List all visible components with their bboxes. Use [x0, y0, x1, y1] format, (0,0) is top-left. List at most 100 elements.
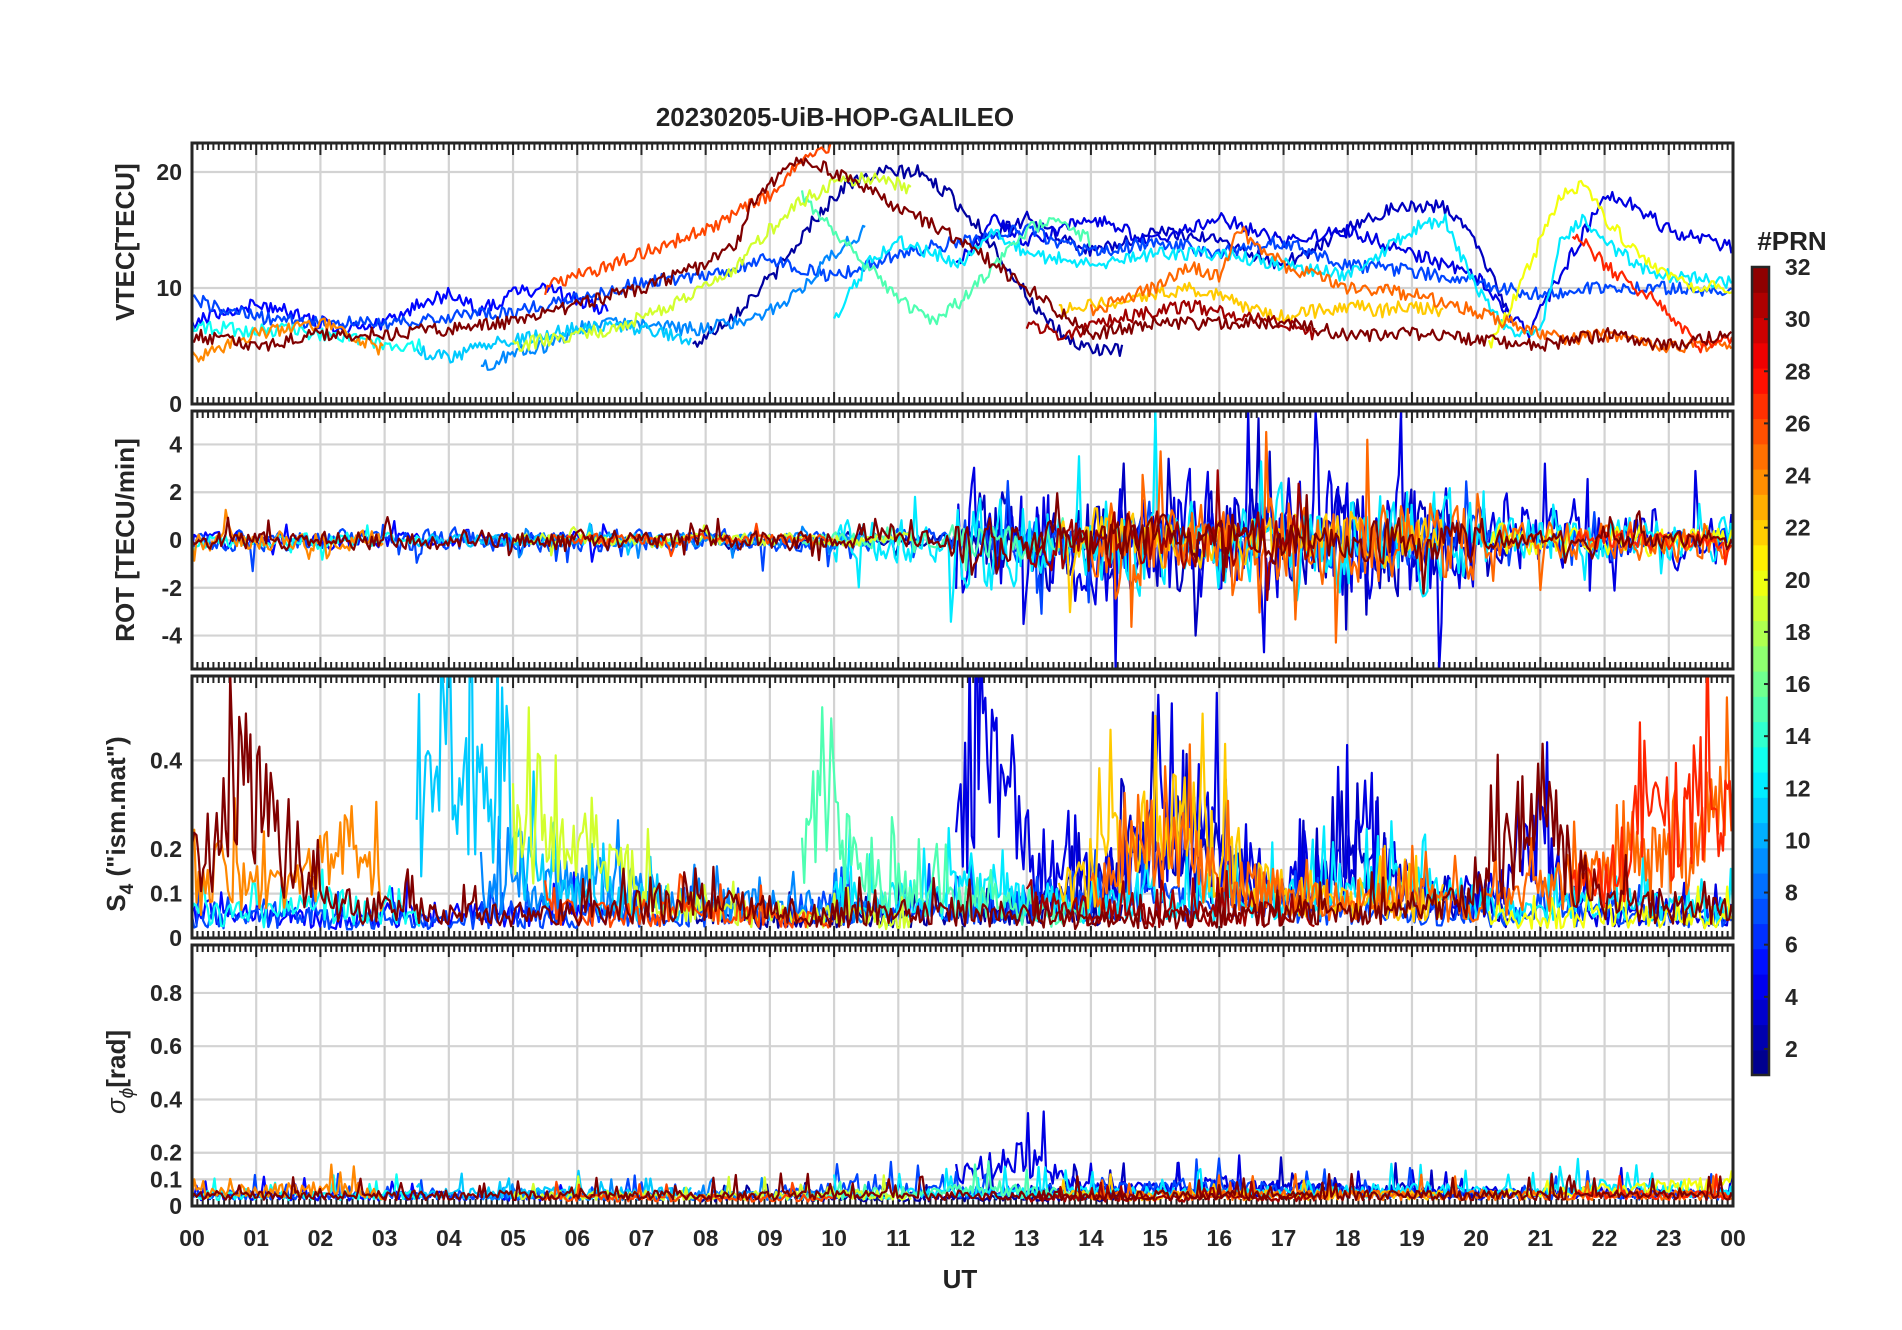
series-line-prn-25-rot — [1089, 430, 1733, 644]
series-line-prn-11-sigma — [415, 1169, 692, 1200]
x-tick-label: 20 — [1463, 1225, 1489, 1251]
colorbar-tick-label: 2 — [1785, 1036, 1798, 1062]
colorbar-title: #PRN — [1757, 226, 1826, 256]
panel-rot: ROT [TECU/min] — [110, 438, 140, 642]
x-tick-label: 21 — [1528, 1225, 1554, 1251]
colorbar-segment — [1752, 1049, 1769, 1076]
series-line-prn-2-vtec — [692, 164, 1124, 357]
colorbar-segment — [1752, 721, 1769, 748]
colorbar-tick-label: 16 — [1785, 671, 1811, 697]
series-line-prn-32-rot — [192, 492, 1733, 595]
colorbar-segment — [1752, 671, 1769, 697]
axes-frame-s4 — [190, 674, 1735, 940]
y-tick-label-s4: 0.4 — [150, 747, 182, 773]
colorbar-segment — [1752, 570, 1769, 596]
colorbar-segment — [1752, 469, 1769, 495]
x-tick-label: 09 — [757, 1225, 783, 1251]
colorbar-segment — [1752, 620, 1769, 647]
panel-s4: S4 ("ism.mat") — [101, 736, 138, 911]
colorbar-tick-label: 26 — [1785, 410, 1811, 436]
x-tick-label: 08 — [693, 1225, 719, 1251]
series-line-prn-20-vtec — [1487, 179, 1732, 349]
series-line-prn-25-vtec — [1089, 226, 1733, 354]
x-tick-label: 18 — [1335, 1225, 1361, 1251]
x-tick-label: 15 — [1142, 1225, 1168, 1251]
series-line-prn-12-vtec — [833, 213, 1733, 338]
y-tick-label-s4: 0.1 — [150, 881, 182, 907]
x-tick-label: 23 — [1656, 1225, 1682, 1251]
colorbar-segment — [1752, 292, 1769, 319]
colorbar-segment — [1752, 847, 1769, 874]
colorbar-segment — [1752, 267, 1769, 293]
axes-frame-sigma — [190, 943, 1735, 1208]
series-line-prn-19-vtec — [512, 171, 912, 352]
series-line-prn-13-vtec — [192, 320, 423, 353]
colorbar-segment — [1752, 1024, 1769, 1051]
x-tick-label: 22 — [1592, 1225, 1618, 1251]
colorbar-tick-label: 18 — [1785, 619, 1811, 645]
series-line-prn-26-s4 — [544, 873, 834, 929]
y-tick-label-rot: 0 — [169, 527, 182, 553]
ylabel-vtec: VTEC[TECU] — [110, 163, 140, 320]
colorbar-segment — [1752, 595, 1769, 622]
colorbar-segment — [1752, 696, 1769, 723]
ylabel-sigma-main: σ — [101, 1097, 131, 1114]
x-tick-label: 05 — [500, 1225, 526, 1251]
colorbar-tick-label: 8 — [1785, 880, 1798, 906]
colorbar-segment — [1752, 974, 1769, 1000]
x-tick-label: 19 — [1399, 1225, 1425, 1251]
x-tick-label: 00 — [1720, 1225, 1746, 1251]
colorbar-segment — [1752, 822, 1769, 849]
panel-sigma: σϕ[rad] — [101, 1030, 138, 1114]
x-tick-label: 13 — [1014, 1225, 1040, 1251]
series-line-prn-31-s4 — [1025, 869, 1315, 929]
x-axis-label: UT — [943, 1264, 978, 1294]
x-tick-label: 14 — [1078, 1225, 1104, 1251]
y-tick-label-rot: 2 — [169, 479, 182, 505]
ylabel-s4-sub: 4 — [117, 883, 138, 894]
series-line-prn-25-s4 — [1089, 696, 1733, 923]
y-tick-label-vtec: 0 — [169, 391, 182, 417]
x-tick-label: 00 — [179, 1225, 205, 1251]
series-line-prn-20-s4 — [1487, 884, 1733, 930]
colorbar-segment — [1752, 645, 1769, 672]
y-tick-label-vtec: 10 — [156, 275, 182, 301]
x-tick-label: 11 — [886, 1225, 911, 1251]
panel-vtec: VTEC[TECU] — [110, 163, 140, 320]
x-tick-label: 17 — [1271, 1225, 1297, 1251]
colorbar-segment — [1752, 317, 1769, 344]
colorbar-tick-label: 24 — [1785, 463, 1811, 489]
y-tick-label-rot: -4 — [162, 623, 183, 649]
colorbar-segment — [1752, 494, 1769, 521]
colorbar-segment — [1752, 923, 1769, 950]
colorbar-tick-label: 14 — [1785, 723, 1811, 749]
y-tick-label-rot: -2 — [162, 575, 182, 601]
ylabel-rot: ROT [TECU/min] — [110, 438, 140, 642]
y-tick-label-sigma: 0.2 — [150, 1140, 182, 1166]
x-tick-label: 01 — [243, 1225, 269, 1251]
series-group-s4 — [192, 676, 1733, 931]
series-line-prn-32-sigma — [192, 1172, 1733, 1202]
x-tick-label: 12 — [950, 1225, 976, 1251]
ylabel-sigma-sub: ϕ — [117, 1088, 138, 1099]
axes-vtec: 0 10 20 — [156, 143, 1735, 417]
series-group-vtec — [192, 143, 1733, 371]
colorbar-tick-label: 32 — [1785, 254, 1811, 280]
y-tick-label-rot: 4 — [169, 431, 182, 457]
colorbar-segment — [1752, 544, 1769, 571]
series-line-prn-5-vtec — [192, 282, 609, 335]
x-tick-label: 04 — [436, 1225, 462, 1251]
series-line-prn-24-sigma — [192, 1163, 383, 1201]
series-line-prn-15-vtec — [800, 190, 1091, 326]
series-group-rot — [192, 411, 1733, 669]
colorbar-segment — [1752, 368, 1769, 394]
series-line-prn-32-vtec — [192, 156, 1733, 352]
colorbar-tick-label: 12 — [1785, 775, 1811, 801]
y-tick-label-sigma: 0 — [169, 1193, 182, 1219]
x-tick-label: 10 — [821, 1225, 847, 1251]
series-line-prn-4-vtec — [955, 190, 1733, 339]
colorbar-tick-label: 6 — [1785, 932, 1798, 958]
series-line-prn-31-vtec — [1025, 299, 1316, 341]
colorbar-segment — [1752, 772, 1769, 798]
colorbar-segment — [1752, 898, 1769, 925]
